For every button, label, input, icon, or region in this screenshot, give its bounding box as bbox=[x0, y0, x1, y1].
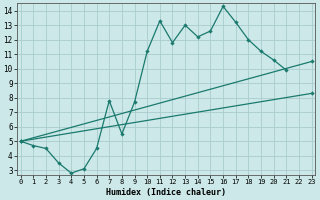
X-axis label: Humidex (Indice chaleur): Humidex (Indice chaleur) bbox=[106, 188, 226, 197]
